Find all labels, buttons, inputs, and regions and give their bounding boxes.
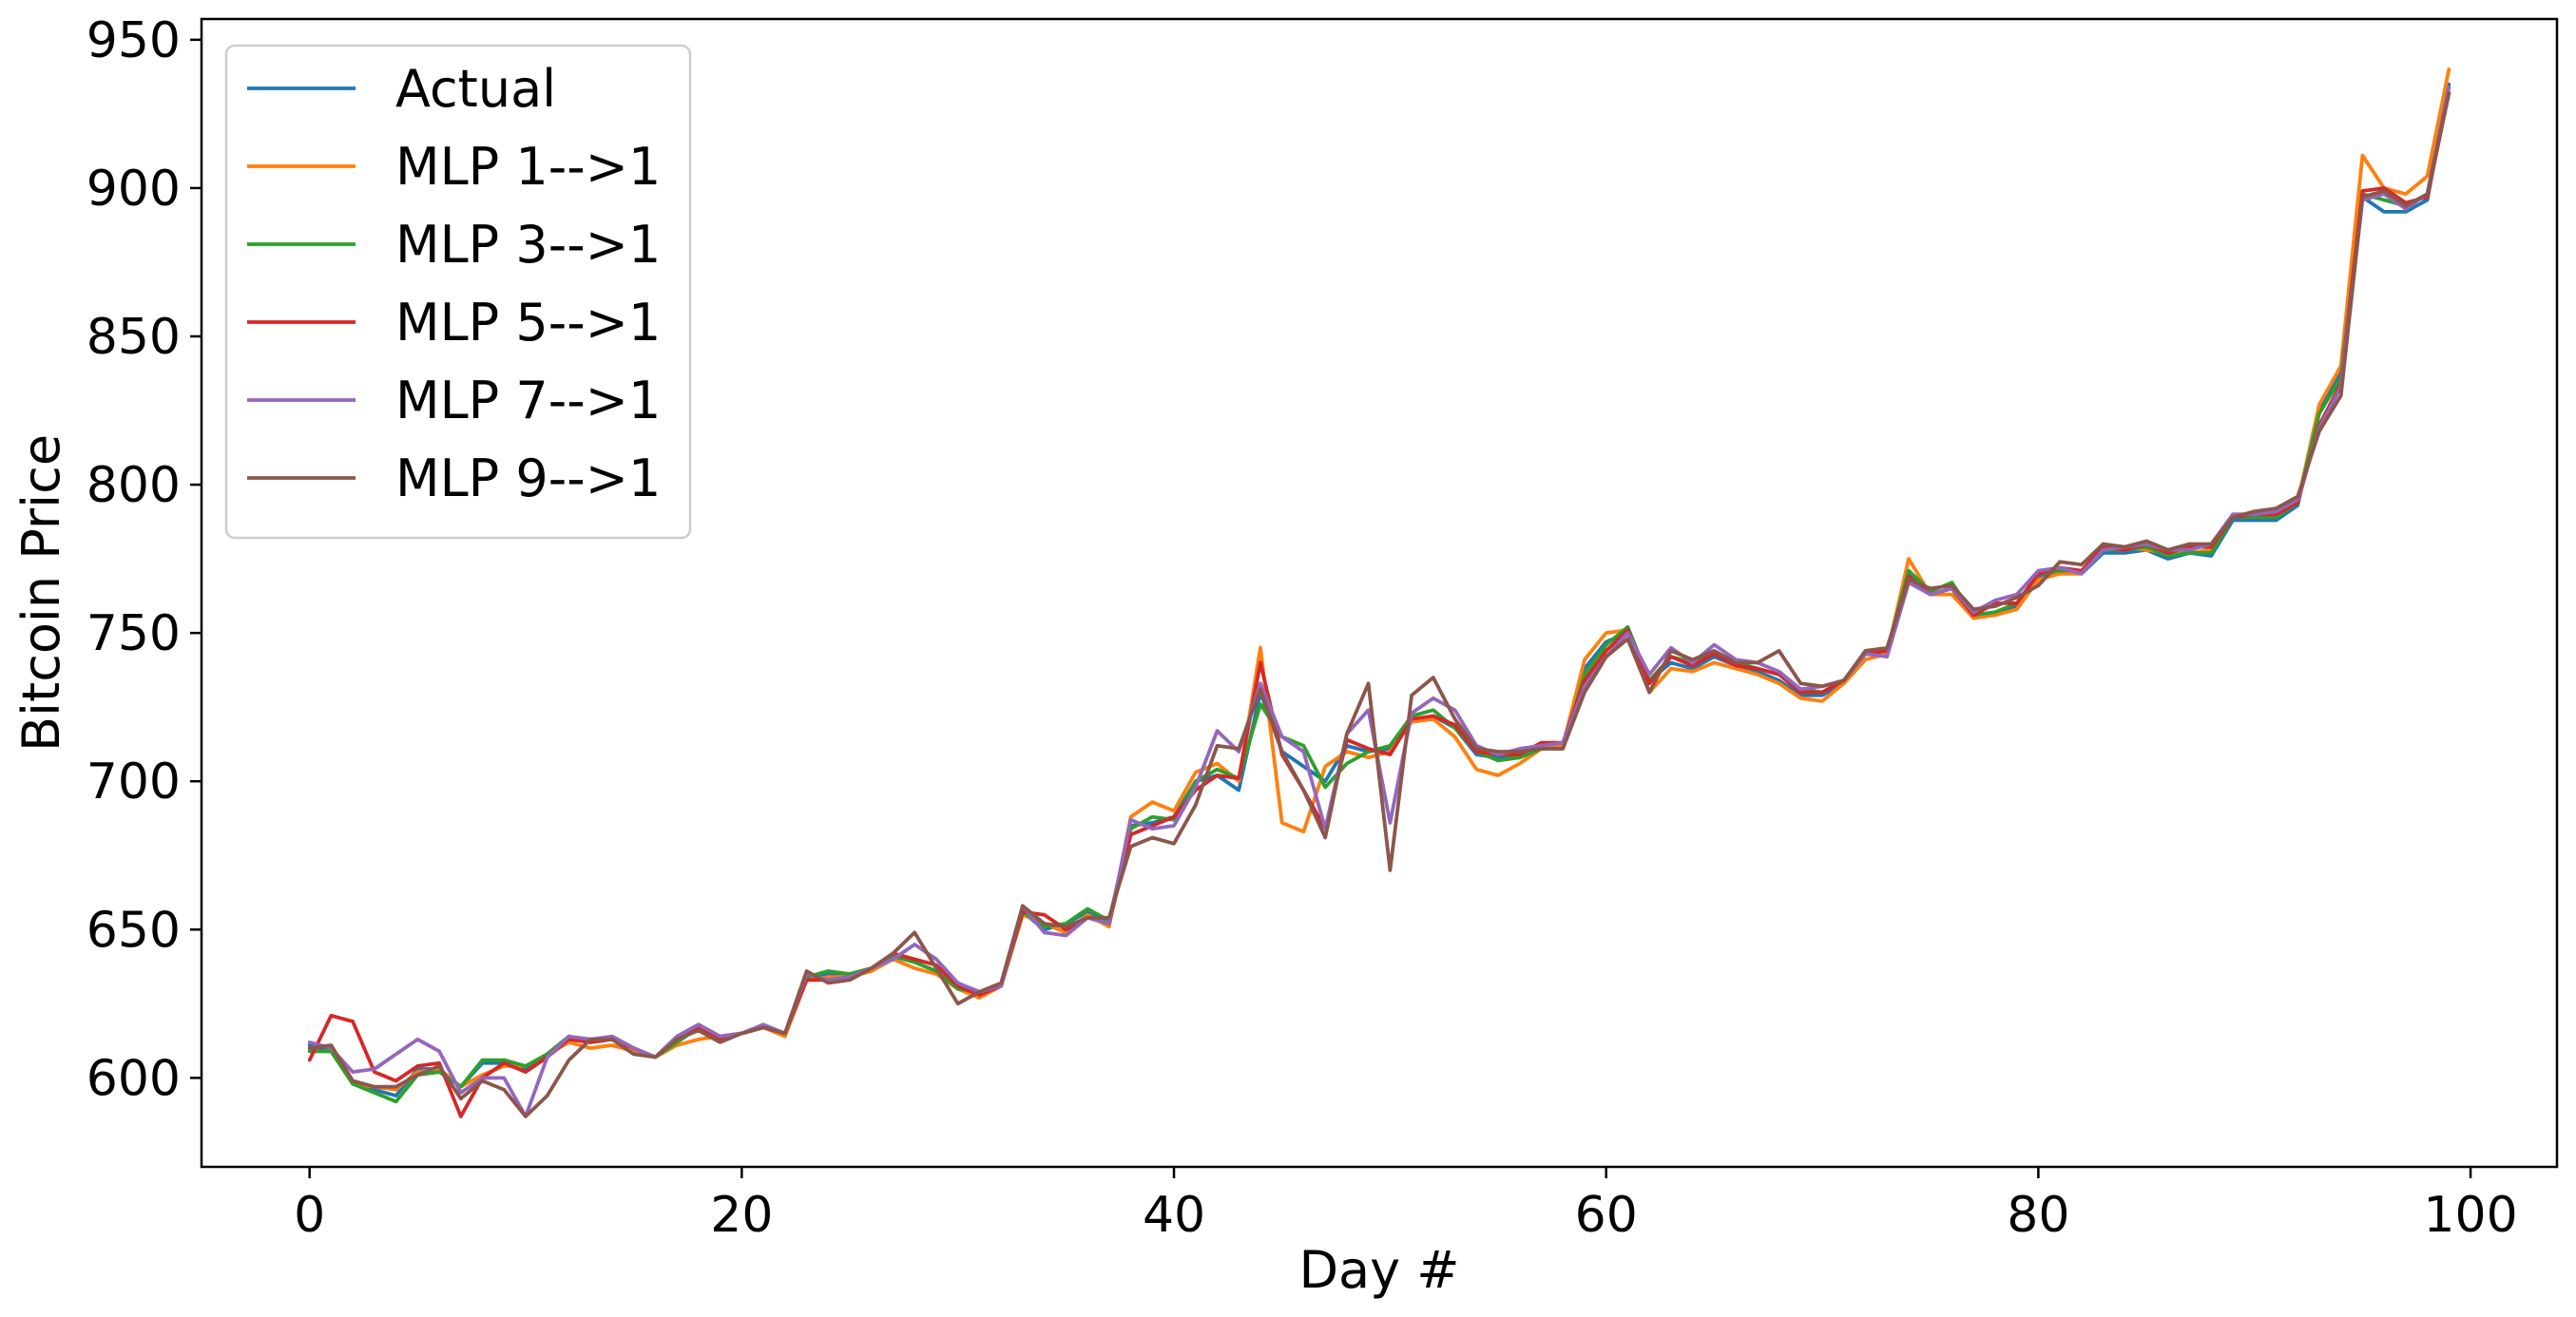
legend-label-1: MLP 1-->1 [395, 137, 661, 197]
x-tick-label: 0 [294, 1187, 325, 1244]
series-line-5 [307, 91, 2451, 1118]
y-tick-label: 950 [87, 12, 181, 69]
x-tick-label: 40 [1143, 1187, 1205, 1244]
x-tick-label: 60 [1575, 1187, 1638, 1244]
legend-label-4: MLP 7-->1 [395, 371, 661, 430]
legend-box [224, 44, 692, 540]
y-tick-label: 800 [87, 457, 181, 514]
y-tick-label: 700 [87, 754, 181, 811]
x-tick-label: 20 [710, 1187, 773, 1244]
series-layer [307, 67, 2451, 1118]
legend: Actual MLP 1-->1 MLP 3-->1 MLP 5-->1 MLP 7--… [224, 44, 692, 540]
x-axis-label: Day # [1298, 1240, 1459, 1300]
y-tick-label: 750 [87, 605, 181, 662]
y-tick-label: 900 [87, 161, 181, 218]
y-tick-label: 850 [87, 309, 181, 366]
y-tick-label: 650 [87, 902, 181, 959]
legend-label-0: Actual [395, 59, 556, 119]
legend-label-5: MLP 9-->1 [395, 449, 661, 508]
plot-frame [200, 17, 2559, 1169]
y-tick-label: 600 [87, 1050, 181, 1107]
x-tick-label: 100 [2423, 1187, 2517, 1244]
legend-label-3: MLP 5-->1 [395, 293, 661, 353]
x-tick-label: 80 [2007, 1187, 2069, 1244]
y-axis: 600 650 700 750 800 850 900 950 [87, 12, 202, 1107]
y-axis-label: Bitcoin Price [11, 434, 71, 752]
legend-label-2: MLP 3-->1 [395, 215, 661, 275]
x-axis: 0 20 40 60 80 100 [294, 1167, 2518, 1244]
